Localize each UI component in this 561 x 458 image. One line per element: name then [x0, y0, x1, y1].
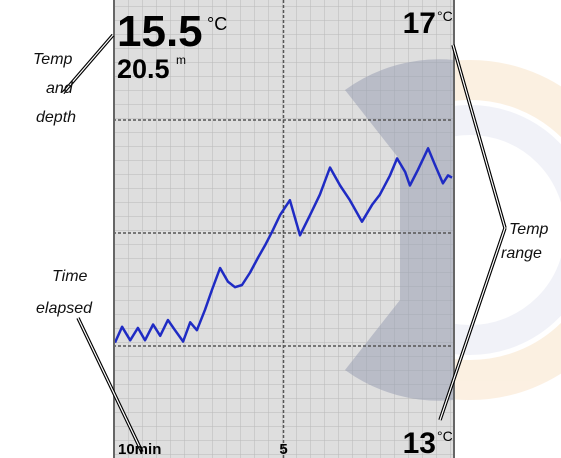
callout: range	[501, 245, 542, 262]
temperature: 15.5	[117, 7, 203, 56]
callout: Temp	[33, 51, 73, 68]
screen	[114, 0, 454, 458]
y-tick-label: 13	[403, 427, 436, 458]
depth-unit: m	[176, 53, 186, 67]
y-tick-unit: °C	[437, 428, 453, 444]
callout: depth	[36, 109, 76, 126]
callout: Temp	[509, 221, 549, 238]
callout: elapsed	[36, 300, 93, 317]
x-tick-label: 10min	[118, 441, 161, 458]
temperature-line	[114, 147, 453, 344]
depth: 20.5	[117, 54, 170, 84]
callout: and	[46, 80, 74, 97]
leaders	[61, 33, 507, 453]
watermark-shape	[345, 59, 454, 401]
y-tick-label: 17	[403, 7, 436, 40]
y-tick-unit: °C	[437, 8, 453, 24]
x-tick-label: 5	[279, 441, 287, 458]
callout: Time	[52, 268, 88, 285]
temperature-unit: °C	[207, 14, 227, 34]
